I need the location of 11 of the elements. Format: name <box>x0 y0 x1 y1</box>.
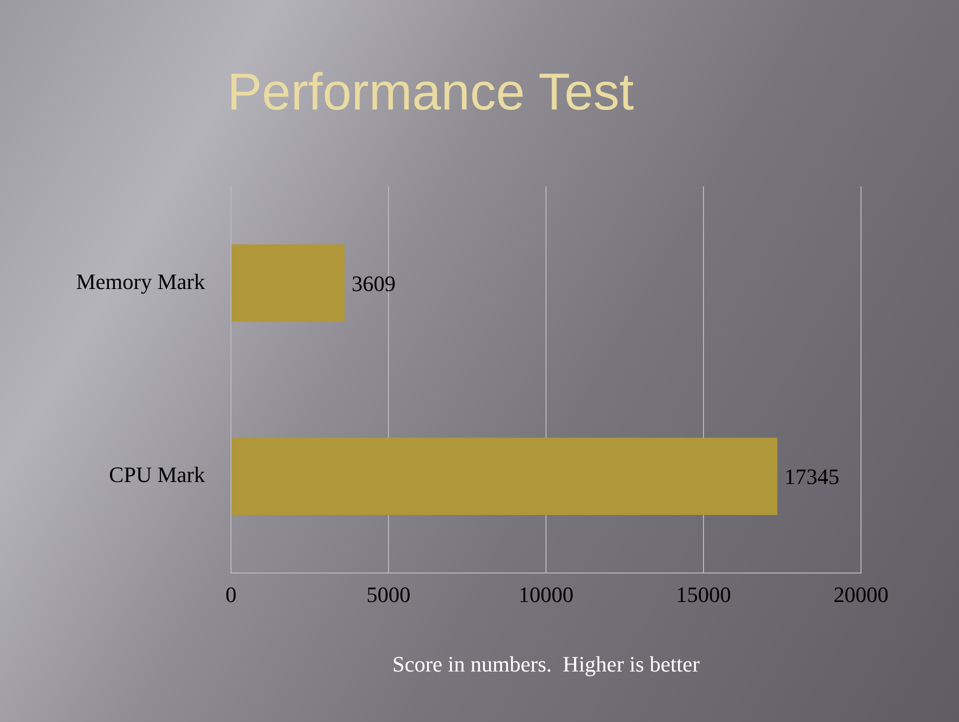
x-tick-label: 10000 <box>518 582 574 607</box>
x-axis-title: Score in numbers. Higher is better <box>392 652 700 677</box>
x-tick-label: 0 <box>226 582 236 607</box>
x-tick-label: 5000 <box>366 582 410 607</box>
y-tick-label: CPU Mark <box>109 462 205 488</box>
data-label: 3609 <box>352 270 396 296</box>
data-label: 17345 <box>784 464 840 490</box>
x-tick-label: 15000 <box>676 582 731 607</box>
x-tick-label: 20000 <box>834 582 888 607</box>
chart-title: Performance Test <box>227 64 634 122</box>
y-tick-label: Memory Mark <box>76 268 205 294</box>
